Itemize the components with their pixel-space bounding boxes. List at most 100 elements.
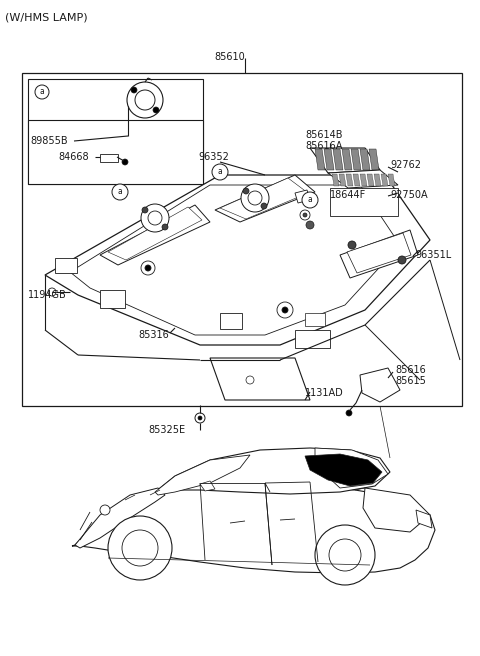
Polygon shape — [200, 481, 215, 491]
Bar — [100, 154, 118, 162]
Polygon shape — [369, 149, 379, 170]
Bar — [28, 120, 203, 184]
Text: 96351L: 96351L — [415, 250, 451, 260]
Bar — [295, 330, 330, 348]
Polygon shape — [315, 149, 325, 170]
Circle shape — [131, 87, 137, 93]
Text: 89855B: 89855B — [30, 136, 68, 146]
Polygon shape — [310, 148, 380, 173]
Polygon shape — [353, 174, 360, 186]
Circle shape — [300, 210, 310, 220]
Polygon shape — [155, 448, 390, 494]
Bar — [100, 290, 125, 308]
Circle shape — [315, 525, 375, 585]
Polygon shape — [360, 368, 400, 402]
Circle shape — [398, 256, 406, 264]
Circle shape — [243, 188, 249, 194]
Circle shape — [246, 376, 254, 384]
Circle shape — [122, 530, 158, 566]
Polygon shape — [363, 488, 430, 532]
Circle shape — [198, 416, 202, 420]
Polygon shape — [339, 174, 346, 186]
Polygon shape — [75, 488, 165, 548]
Circle shape — [277, 302, 293, 318]
Circle shape — [35, 85, 49, 99]
Text: 85616A: 85616A — [305, 141, 342, 151]
Polygon shape — [210, 358, 310, 400]
Text: 85614B: 85614B — [305, 130, 343, 140]
Circle shape — [306, 221, 314, 229]
Polygon shape — [367, 174, 374, 186]
Circle shape — [148, 211, 162, 225]
Text: 1131AD: 1131AD — [305, 388, 344, 398]
Text: 85610: 85610 — [215, 52, 245, 62]
Text: 84668: 84668 — [58, 152, 89, 162]
Bar — [55, 258, 77, 273]
Polygon shape — [332, 174, 339, 186]
Polygon shape — [70, 185, 400, 335]
Polygon shape — [100, 205, 210, 265]
Text: 85615: 85615 — [395, 376, 426, 386]
Circle shape — [162, 224, 168, 230]
Circle shape — [122, 159, 128, 165]
Circle shape — [153, 107, 159, 113]
Polygon shape — [108, 207, 202, 260]
Bar — [305, 313, 325, 326]
Circle shape — [195, 413, 205, 423]
Text: 1194GB: 1194GB — [28, 290, 67, 300]
Polygon shape — [295, 190, 310, 203]
Polygon shape — [374, 174, 381, 186]
Polygon shape — [347, 233, 411, 273]
Circle shape — [142, 207, 148, 213]
Text: 92762: 92762 — [390, 160, 421, 170]
Circle shape — [212, 164, 228, 180]
Polygon shape — [155, 455, 250, 495]
Polygon shape — [340, 230, 418, 278]
Circle shape — [261, 203, 267, 209]
Circle shape — [346, 410, 352, 416]
Circle shape — [348, 241, 356, 249]
Bar — [22, 73, 462, 406]
Circle shape — [302, 192, 318, 208]
Text: 92750A: 92750A — [390, 190, 428, 200]
Circle shape — [48, 288, 56, 296]
Polygon shape — [72, 482, 435, 573]
Text: 18644F: 18644F — [330, 190, 366, 200]
Polygon shape — [328, 170, 398, 188]
Text: (W/HMS LAMP): (W/HMS LAMP) — [5, 12, 88, 22]
Polygon shape — [315, 448, 388, 488]
Circle shape — [112, 184, 128, 200]
Circle shape — [282, 307, 288, 313]
Circle shape — [141, 261, 155, 275]
Polygon shape — [346, 174, 353, 186]
Bar — [220, 313, 242, 329]
Circle shape — [100, 505, 110, 515]
Polygon shape — [360, 149, 370, 170]
Circle shape — [108, 516, 172, 580]
Polygon shape — [220, 178, 308, 219]
Polygon shape — [45, 175, 430, 345]
Circle shape — [248, 191, 262, 205]
Polygon shape — [416, 510, 432, 528]
Circle shape — [127, 82, 163, 118]
Bar — [330, 188, 398, 216]
Text: a: a — [118, 188, 122, 197]
Text: a: a — [308, 195, 312, 205]
Polygon shape — [305, 454, 382, 486]
Circle shape — [141, 204, 169, 232]
Circle shape — [303, 213, 307, 217]
Text: 96352: 96352 — [198, 152, 229, 162]
Polygon shape — [215, 175, 315, 222]
Polygon shape — [351, 149, 361, 170]
Circle shape — [145, 265, 151, 271]
Circle shape — [329, 539, 361, 571]
Text: 85325E: 85325E — [148, 425, 185, 435]
Text: a: a — [40, 87, 44, 96]
Polygon shape — [388, 174, 395, 186]
Polygon shape — [333, 149, 343, 170]
Circle shape — [135, 90, 155, 110]
Text: a: a — [217, 167, 222, 176]
Polygon shape — [342, 149, 352, 170]
Polygon shape — [324, 149, 334, 170]
Polygon shape — [381, 174, 388, 186]
